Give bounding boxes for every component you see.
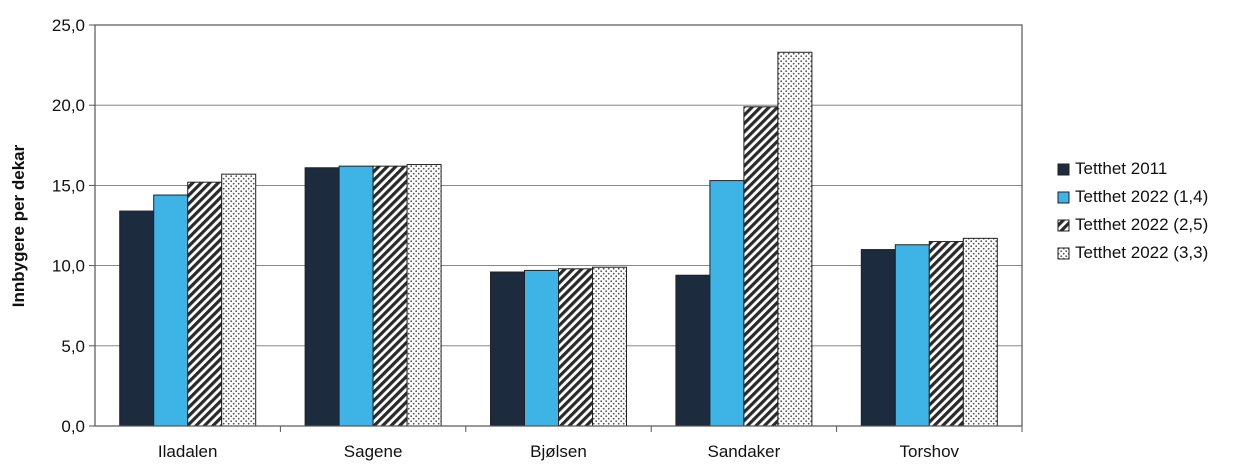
legend-label: Tetthet 2011 (1075, 159, 1167, 178)
bar (221, 173, 257, 427)
bar (860, 249, 896, 427)
y-tick-label: 15,0 (52, 176, 85, 195)
y-axis-ticks: 0,0 5,0 10,0 15,0 20,0 25,0 (52, 16, 95, 436)
bar (524, 269, 559, 427)
bar (928, 241, 964, 427)
x-category-label: Bjølsen (530, 442, 587, 461)
y-axis-label: Innbygere per dekar (9, 144, 28, 307)
legend-swatch (1057, 219, 1070, 232)
x-category-label: Sandaker (708, 442, 781, 461)
bar (372, 165, 408, 427)
bar (894, 244, 930, 427)
bar (675, 274, 711, 427)
legend-swatch (1057, 247, 1070, 260)
bar (490, 271, 525, 427)
bar (119, 210, 155, 427)
bar (777, 51, 813, 427)
y-tick-label: 0,0 (61, 417, 85, 436)
legend-label: Tetthet 2022 (1,4) (1075, 187, 1208, 206)
bar (304, 167, 340, 427)
x-category-label: Iladalen (158, 442, 218, 461)
legend-label: Tetthet 2022 (3,3) (1075, 243, 1208, 262)
plot-area: 0,0 5,0 10,0 15,0 20,0 25,0 Iladalen Sagene Bjø… (52, 16, 1023, 461)
bar (709, 180, 745, 427)
bar (558, 268, 593, 427)
x-category-label: Sagene (344, 442, 403, 461)
plot-frame (94, 24, 1023, 427)
y-tick-label: 10,0 (52, 257, 85, 276)
bar (962, 237, 998, 427)
y-tick-label: 25,0 (52, 16, 85, 35)
x-axis-categories: Iladalen Sagene Bjølsen Sandaker Torshov (158, 426, 1023, 461)
y-tick-label: 5,0 (61, 337, 85, 356)
bar (338, 165, 374, 427)
bar (406, 164, 442, 427)
y-tick-label: 20,0 (52, 96, 85, 115)
bars (119, 51, 998, 427)
legend-label: Tetthet 2022 (2,5) (1075, 215, 1208, 234)
bar (153, 194, 189, 427)
bar (592, 266, 627, 427)
legend-swatch (1057, 191, 1070, 204)
bar (187, 181, 223, 427)
legend-swatch (1057, 163, 1070, 176)
bar (743, 106, 779, 427)
x-category-label: Torshov (900, 442, 960, 461)
legend: Tetthet 2011 Tetthet 2022 (1,4) Tetthet 20… (1057, 159, 1208, 262)
